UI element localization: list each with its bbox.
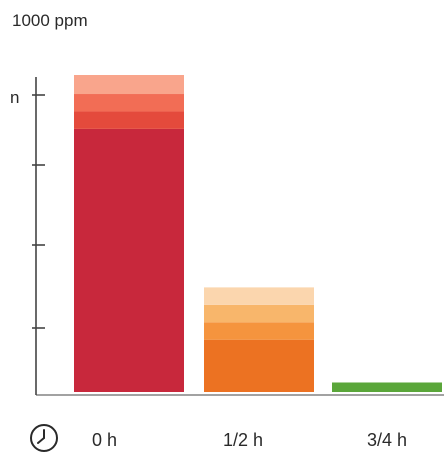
y-ticks [32,94,45,329]
clock-icon [30,424,58,452]
bar-segment-1-2 [204,304,314,323]
bar-segment-0-0 [74,128,184,392]
bars-group [74,75,442,392]
x-tick-label-three-quarter-h: 3/4 h [367,430,407,450]
x-tick-label-half-h: 1/2 h [223,430,263,450]
bar-segment-0-2 [74,94,184,112]
unit-label: 1000 ppm [12,11,88,30]
bar-0-h [74,75,184,392]
bar-segment-2-0 [332,382,442,392]
bar-segment-0-1 [74,111,184,129]
bar-3-4-h [332,382,442,392]
bar-1-2-h [204,287,314,392]
bar-segment-1-0 [204,339,314,392]
bar-segment-0-3 [74,75,184,95]
bar-segment-1-3 [204,287,314,305]
bar-segment-1-1 [204,322,314,340]
x-tick-label-0h: 0 h [92,430,117,450]
y-tick-label-n: n [10,88,19,107]
